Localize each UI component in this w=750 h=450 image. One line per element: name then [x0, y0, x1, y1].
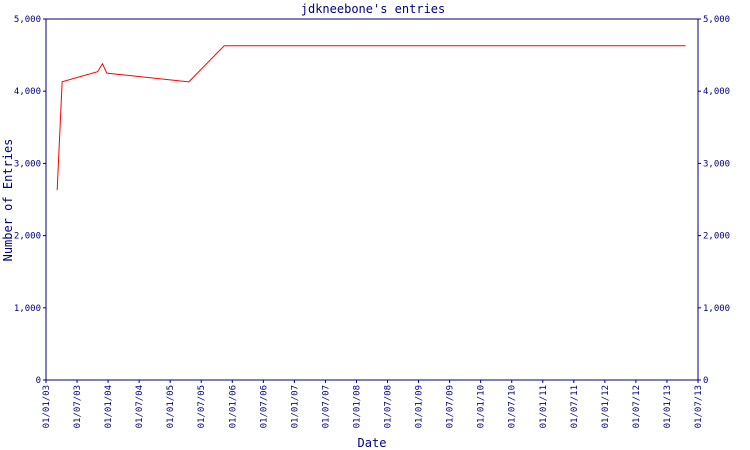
- x-tick-label: 01/07/11: [570, 385, 580, 428]
- x-tick-label: 01/07/12: [632, 385, 642, 428]
- chart-title: jdkneebone's entries: [301, 2, 446, 16]
- y2-tick-label: 1,000: [703, 304, 730, 314]
- x-tick-label: 01/01/03: [42, 385, 52, 428]
- data-line: [56, 45, 686, 191]
- x-axis-label: Date: [358, 436, 387, 450]
- y2-tick-label: 0: [703, 376, 708, 386]
- x-tick-label: 01/01/10: [477, 385, 487, 428]
- plot-frame: [45, 18, 699, 381]
- x-tick-label: 01/07/13: [694, 385, 704, 428]
- y2-tick-label: 4,000: [703, 87, 730, 97]
- y2-tick-label: 2,000: [703, 232, 730, 242]
- x-tick-label: 01/07/09: [446, 385, 456, 428]
- x-tick-label: 01/01/12: [601, 385, 611, 428]
- x-tick-label: 01/07/08: [384, 385, 394, 428]
- x-tick-label: 01/01/09: [415, 385, 425, 428]
- x-tick-label: 01/07/06: [259, 385, 269, 428]
- x-tick-label: 01/07/04: [135, 385, 145, 428]
- x-tick-label: 01/01/05: [166, 385, 176, 428]
- x-tick-label: 01/07/05: [197, 385, 207, 428]
- y-tick-label: 1,000: [14, 304, 41, 314]
- y-tick-label: 0: [36, 376, 41, 386]
- x-tick-label: 01/01/11: [539, 385, 549, 428]
- x-tick-label: 01/01/04: [104, 385, 114, 428]
- y-tick-label: 3,000: [14, 159, 41, 169]
- x-tick-label: 01/07/10: [508, 385, 518, 428]
- x-tick-label: 01/01/07: [290, 385, 300, 428]
- x-tick-label: 01/07/03: [73, 385, 83, 428]
- y-tick-label: 4,000: [14, 87, 41, 97]
- y-tick-label: 2,000: [14, 232, 41, 242]
- x-tick-label: 01/01/08: [352, 385, 362, 428]
- x-tick-label: 01/01/06: [228, 385, 238, 428]
- y-tick-label: 5,000: [14, 15, 41, 25]
- y-axis-label: Number of Entries: [1, 139, 15, 262]
- x-tick-label: 01/07/07: [321, 385, 331, 428]
- y2-tick-label: 5,000: [703, 15, 730, 25]
- x-tick-label: 01/01/13: [663, 385, 673, 428]
- y2-tick-label: 3,000: [703, 159, 730, 169]
